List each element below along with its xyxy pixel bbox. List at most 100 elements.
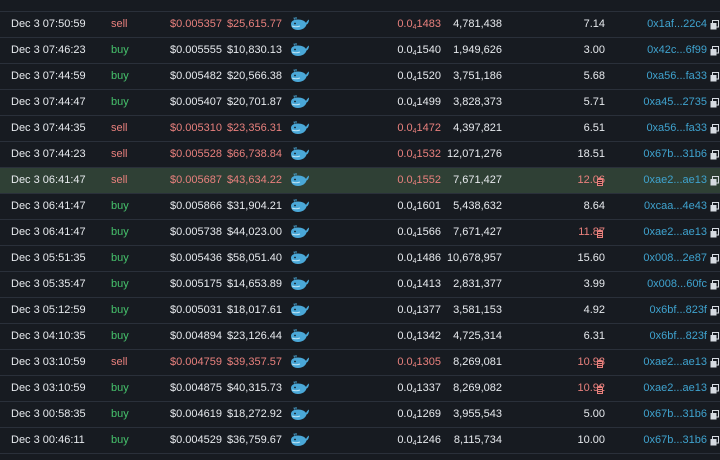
trade-quantity: 8,269,082 [453,382,502,394]
trade-total: $44,023.00 [226,226,282,238]
trade-ratio: 3.00 [583,44,605,56]
flag-placeholder [595,272,607,297]
trade-price: $0.005031 [170,304,222,316]
trade-row[interactable]: Dec 3 04:10:35 buy $0.004894 $23,126.44 … [0,324,720,350]
trade-total: $31,904.21 [226,200,282,212]
trade-type: buy [111,226,129,238]
trade-date: Dec 3 04:10:35 [11,330,86,342]
trade-date: Dec 3 06:41:47 [11,200,86,212]
copy-icon[interactable] [710,428,720,453]
maker-address-link[interactable]: 0xa56...fa33 [646,70,707,82]
trade-date: Dec 3 00:58:35 [11,408,86,420]
trade-total: $10,830.13 [226,44,282,56]
trade-quantity: 4,725,314 [453,330,502,342]
trade-quantity: 5,438,632 [453,200,502,212]
copy-icon[interactable] [710,194,720,219]
trade-quantity: 4,397,821 [453,122,502,134]
trade-row[interactable]: Dec 3 03:10:59 buy $0.004875 $40,315.73 … [0,376,720,402]
whale-icon [290,350,312,375]
trade-quantity: 8,269,081 [453,356,502,368]
trade-quantity: 3,955,543 [453,408,502,420]
trade-row[interactable]: Dec 3 06:41:47 buy $0.005866 $31,904.21 … [0,194,720,220]
maker-address-link[interactable]: 0xae2...ae13 [643,356,707,368]
copy-icon[interactable] [710,376,720,401]
trade-quantity: 2,831,377 [453,278,502,290]
trade-quantity: 12,071,276 [446,148,502,160]
copy-icon[interactable] [710,402,720,427]
trade-date: Dec 3 05:51:35 [11,252,86,264]
trade-total: $18,272.92 [226,408,282,420]
flag-placeholder [595,64,607,89]
trade-total: $14,653.89 [226,278,282,290]
copy-icon[interactable] [710,168,720,193]
trade-date: Dec 3 05:35:47 [11,278,86,290]
maker-address-link[interactable]: 0xae2...ae13 [643,382,707,394]
trade-row[interactable]: Dec 3 07:46:23 buy $0.005555 $10,830.13 … [0,38,720,64]
maker-address-link[interactable]: 0x67b...31b6 [643,434,707,446]
whale-icon [290,402,312,427]
copy-icon[interactable] [710,298,720,323]
trade-ratio: 5.68 [583,70,605,82]
maker-address-link[interactable]: 0x008...2e87 [643,252,707,264]
trade-date: Dec 3 00:46:11 [11,434,85,446]
maker-address-link[interactable]: 0x42c...6f99 [647,44,707,56]
flag-placeholder [595,402,607,427]
trade-type: buy [111,434,129,446]
trade-row[interactable]: Dec 3 07:44:47 buy $0.005407 $20,701.87 … [0,90,720,116]
trade-amount: 0.041342 [397,330,441,343]
copy-icon[interactable] [710,220,720,245]
whale-icon [290,428,312,453]
maker-address-link[interactable]: 0x008...60fc [647,278,707,290]
copy-icon[interactable] [710,350,720,375]
trade-type: buy [111,330,129,342]
copy-icon[interactable] [710,324,720,349]
maker-address-link[interactable]: 0x67b...31b6 [643,408,707,420]
trade-row[interactable]: Dec 3 07:50:59 sell $0.005357 $25,615.77… [0,12,720,38]
trade-row[interactable]: Dec 3 06:41:47 buy $0.005738 $44,023.00 … [0,220,720,246]
maker-address-link[interactable]: 0xcaa...4e43 [644,200,707,212]
copy-icon[interactable] [710,272,720,297]
maker-address-link[interactable]: 0xae2...ae13 [643,174,707,186]
whale-icon [290,64,312,89]
trade-price: $0.005866 [170,200,222,212]
maker-address-link[interactable]: 0x1af...22c4 [647,18,707,30]
trade-amount: 0.041377 [397,304,441,317]
trade-date: Dec 3 07:44:47 [11,96,86,108]
trade-type: buy [111,252,129,264]
trade-amount: 0.041246 [397,434,441,447]
maker-address-link[interactable]: 0x6bf...823f [649,330,708,342]
maker-address-link[interactable]: 0xa56...fa33 [646,122,707,134]
copy-icon[interactable] [710,64,720,89]
trade-row[interactable]: Dec 3 05:35:47 buy $0.005175 $14,653.89 … [0,272,720,298]
trade-row[interactable]: Dec 3 06:41:47 sell $0.005687 $43,634.22… [0,168,720,194]
trade-price: $0.005738 [170,226,222,238]
trade-date: Dec 3 07:46:23 [11,44,86,56]
copy-icon[interactable] [710,12,720,37]
maker-address-link[interactable]: 0xa45...2735 [643,96,707,108]
trade-row[interactable]: Dec 3 05:12:59 buy $0.005031 $18,017.61 … [0,298,720,324]
maker-address-link[interactable]: 0xae2...ae13 [643,226,707,238]
whale-icon [290,116,312,141]
trade-row[interactable]: Dec 3 07:44:59 buy $0.005482 $20,566.38 … [0,64,720,90]
maker-address-link[interactable]: 0x67b...31b6 [643,148,707,160]
trade-quantity: 1,949,626 [453,44,502,56]
trade-row[interactable]: Dec 3 00:58:35 buy $0.004619 $18,272.92 … [0,402,720,428]
trade-date: Dec 3 07:44:35 [11,122,86,134]
trade-quantity: 4,781,438 [453,18,502,30]
copy-icon[interactable] [710,142,720,167]
trade-amount: 0.041337 [397,382,441,395]
copy-icon[interactable] [710,38,720,63]
copy-icon[interactable] [710,90,720,115]
copy-icon[interactable] [710,246,720,271]
copy-icon[interactable] [710,116,720,141]
flag-placeholder [595,246,607,271]
trade-row[interactable]: Dec 3 07:44:35 sell $0.005310 $23,356.31… [0,116,720,142]
trade-row[interactable]: Dec 3 03:10:59 sell $0.004759 $39,357.57… [0,350,720,376]
maker-address-link[interactable]: 0x6bf...823f [649,304,708,316]
trade-row[interactable]: Dec 3 05:51:35 buy $0.005436 $58,051.40 … [0,246,720,272]
trade-type: buy [111,70,129,82]
trade-price: $0.005482 [170,70,222,82]
trade-row[interactable]: Dec 3 00:46:11 buy $0.004529 $36,759.67 … [0,428,720,454]
flag-icon [595,220,607,245]
trade-row[interactable]: Dec 3 07:44:23 sell $0.005528 $66,738.84… [0,142,720,168]
